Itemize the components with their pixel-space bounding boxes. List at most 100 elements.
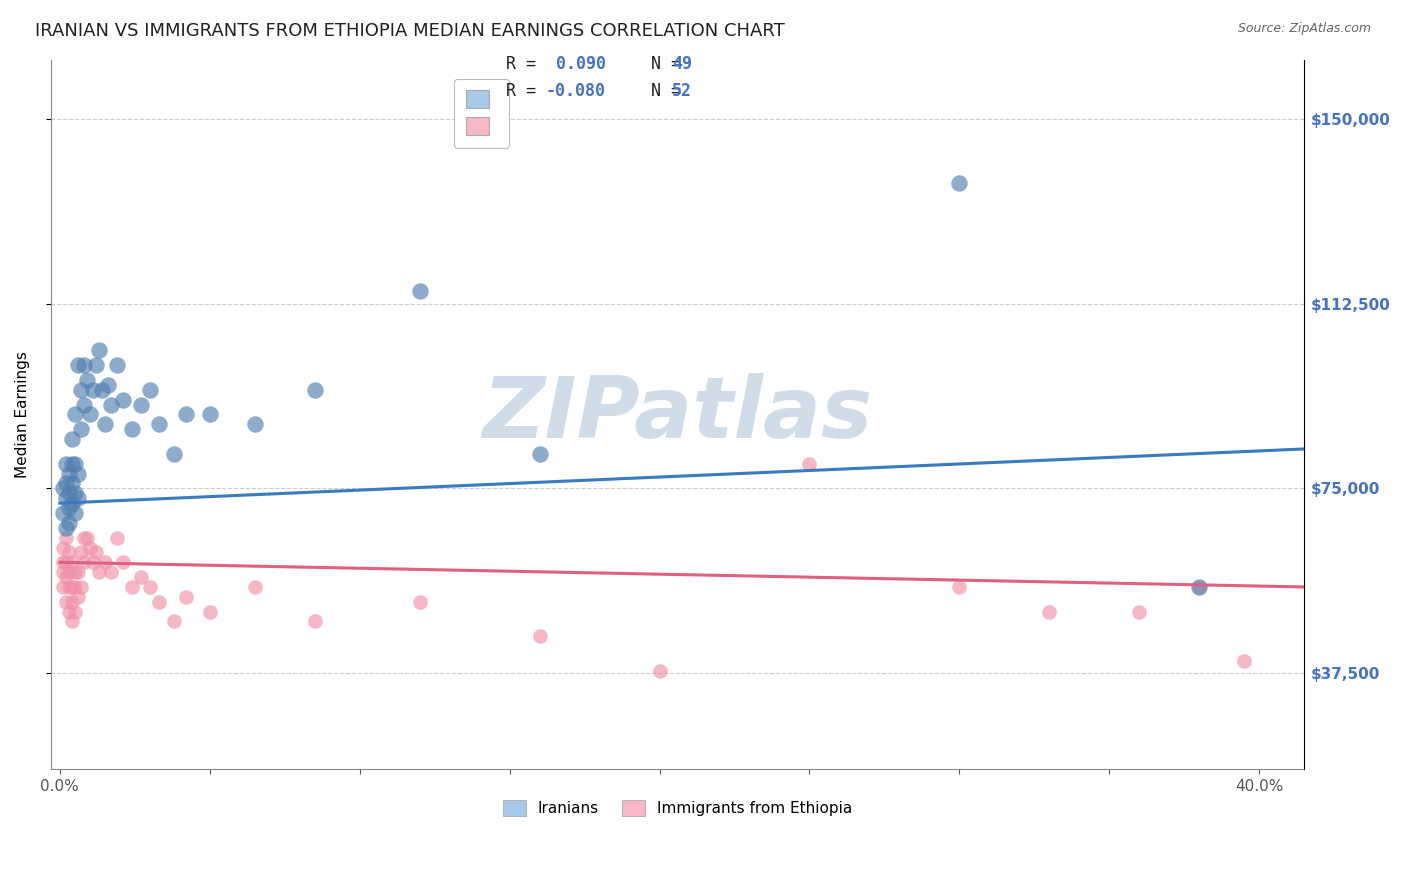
Point [121, 580, 143, 594]
Text: ZIPatlas: ZIPatlas [482, 373, 873, 456]
Point [111, 555, 134, 569]
Text: Source: ZipAtlas.com: Source: ZipAtlas.com [1237, 22, 1371, 36]
Point [87, 343, 110, 358]
Point [139, 383, 162, 397]
Point [69, 545, 91, 559]
Point [66, 467, 89, 481]
Point [121, 422, 143, 436]
Text: R =: R = [506, 55, 546, 73]
Point [148, 417, 170, 432]
Point [63, 580, 86, 594]
Point [63, 506, 86, 520]
Point [105, 358, 128, 372]
Point [60, 432, 83, 446]
Point [139, 580, 162, 594]
Point [69, 580, 91, 594]
Point [129, 570, 152, 584]
Text: N =: N = [621, 55, 692, 73]
Point [97, 377, 120, 392]
Point [63, 486, 86, 500]
Text: N =: N = [621, 82, 692, 100]
Point [58, 501, 80, 516]
Point [73, 358, 96, 372]
Point [69, 422, 91, 436]
Point [243, 580, 266, 594]
Point [1188, 580, 1211, 594]
Point [94, 417, 117, 432]
Point [73, 531, 96, 545]
Point [163, 615, 186, 629]
Point [69, 383, 91, 397]
Point [66, 590, 89, 604]
Point [58, 545, 80, 559]
Point [100, 398, 122, 412]
Point [948, 176, 970, 190]
Point [87, 565, 110, 579]
Point [55, 521, 77, 535]
Point [63, 408, 86, 422]
Point [84, 358, 107, 372]
Point [60, 476, 83, 491]
Point [52, 580, 75, 594]
Point [60, 457, 83, 471]
Point [198, 408, 221, 422]
Point [163, 447, 186, 461]
Point [529, 447, 551, 461]
Point [52, 541, 75, 555]
Point [100, 565, 122, 579]
Point [66, 491, 89, 506]
Point [304, 383, 326, 397]
Point [60, 615, 83, 629]
Point [111, 392, 134, 407]
Text: R =: R = [506, 82, 546, 100]
Point [408, 595, 430, 609]
Point [76, 373, 98, 387]
Point [82, 383, 104, 397]
Text: IRANIAN VS IMMIGRANTS FROM ETHIOPIA MEDIAN EARNINGS CORRELATION CHART: IRANIAN VS IMMIGRANTS FROM ETHIOPIA MEDI… [35, 22, 785, 40]
Point [55, 555, 77, 569]
Point [408, 285, 430, 299]
Point [243, 417, 266, 432]
Point [948, 580, 970, 594]
Point [79, 408, 101, 422]
Point [63, 565, 86, 579]
Point [55, 457, 77, 471]
Point [55, 476, 77, 491]
Point [58, 486, 80, 500]
Point [76, 531, 98, 545]
Point [148, 595, 170, 609]
Point [1188, 580, 1211, 594]
Point [60, 580, 83, 594]
Point [60, 496, 83, 510]
Point [58, 580, 80, 594]
Point [1128, 605, 1150, 619]
Point [174, 590, 197, 604]
Point [529, 629, 551, 643]
Point [63, 457, 86, 471]
Point [648, 664, 671, 678]
Point [90, 383, 112, 397]
Point [52, 482, 75, 496]
Text: 0.090: 0.090 [546, 55, 606, 73]
Point [79, 541, 101, 555]
Point [58, 565, 80, 579]
Point [198, 605, 221, 619]
Text: 49: 49 [672, 55, 692, 73]
Point [60, 555, 83, 569]
Point [84, 545, 107, 559]
Point [55, 570, 77, 584]
Point [82, 555, 104, 569]
Point [60, 595, 83, 609]
Point [55, 531, 77, 545]
Point [52, 555, 75, 569]
Text: -0.080: -0.080 [546, 82, 606, 100]
Point [94, 555, 117, 569]
Point [66, 565, 89, 579]
Point [174, 408, 197, 422]
Point [52, 565, 75, 579]
Point [58, 605, 80, 619]
Point [66, 358, 89, 372]
Point [58, 516, 80, 530]
Point [1233, 654, 1256, 668]
Y-axis label: Median Earnings: Median Earnings [15, 351, 30, 478]
